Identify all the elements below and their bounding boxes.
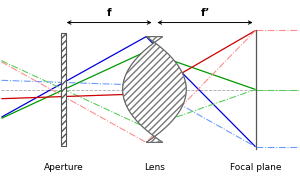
Text: f’: f’ <box>200 8 210 18</box>
Polygon shape <box>123 37 186 142</box>
Text: Focal plane: Focal plane <box>230 163 281 172</box>
Text: f: f <box>107 8 111 18</box>
Bar <box>61 33 66 146</box>
Text: Lens: Lens <box>144 163 165 172</box>
Bar <box>61 33 66 146</box>
Text: Aperture: Aperture <box>44 163 84 172</box>
